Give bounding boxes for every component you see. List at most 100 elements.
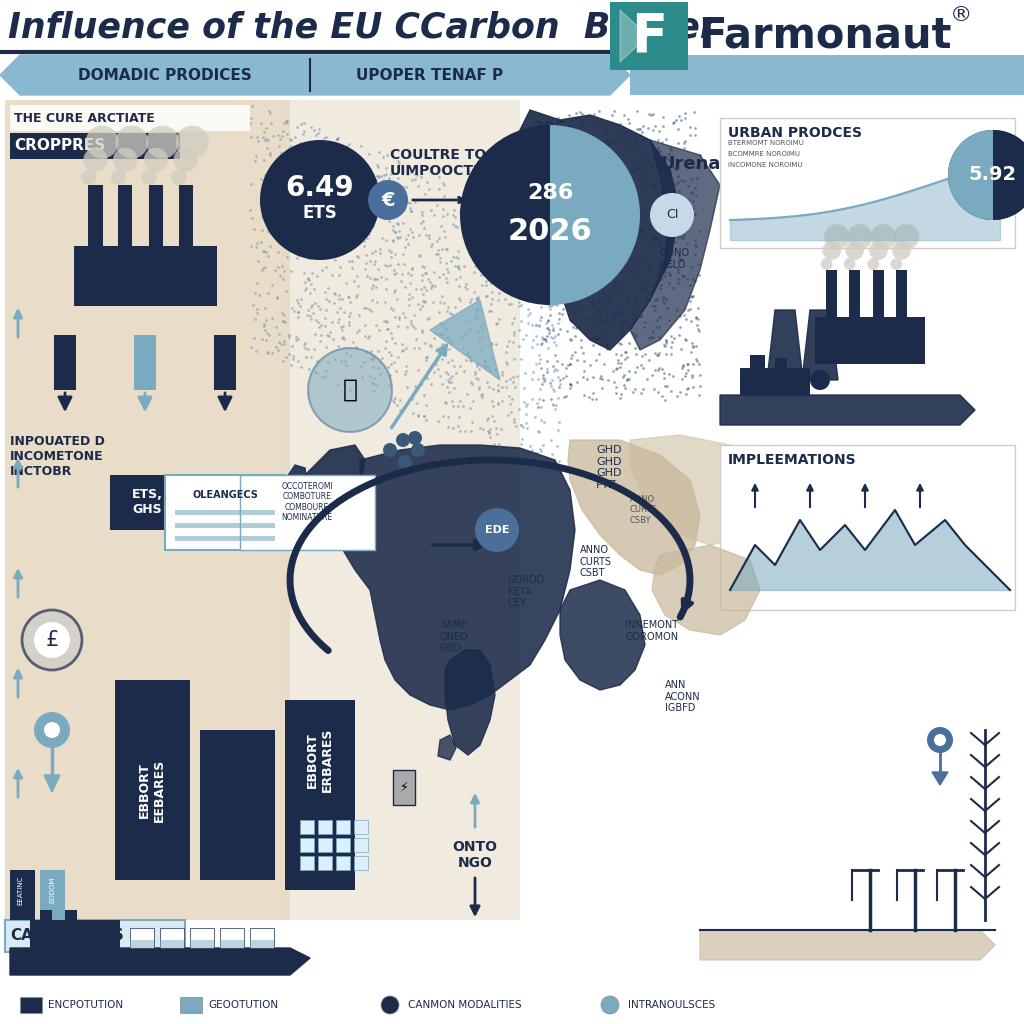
Point bbox=[641, 285, 657, 301]
Point bbox=[258, 120, 274, 136]
Point bbox=[483, 268, 500, 285]
Point bbox=[386, 265, 402, 282]
Point bbox=[467, 257, 483, 273]
Point bbox=[610, 163, 627, 179]
Point bbox=[679, 207, 695, 223]
Point bbox=[297, 340, 313, 356]
Point bbox=[536, 141, 552, 158]
Text: ANNO
CURTS
CSBY: ANNO CURTS CSBY bbox=[630, 495, 657, 524]
Point bbox=[676, 216, 692, 232]
Point bbox=[629, 208, 645, 224]
Point bbox=[498, 379, 514, 395]
Point bbox=[316, 185, 333, 202]
Point bbox=[438, 322, 455, 338]
Text: EBBORT
EEBARES: EBBORT EEBARES bbox=[138, 759, 166, 821]
Point bbox=[687, 308, 703, 325]
Point bbox=[395, 305, 412, 322]
Point bbox=[551, 310, 567, 327]
Point bbox=[608, 385, 625, 401]
Point bbox=[531, 137, 548, 154]
Point bbox=[554, 194, 570, 210]
Point bbox=[542, 267, 558, 284]
Point bbox=[608, 345, 625, 361]
Point bbox=[536, 178, 552, 195]
Point bbox=[543, 286, 559, 302]
Point bbox=[511, 323, 527, 339]
Point bbox=[598, 120, 614, 136]
Point bbox=[583, 259, 599, 275]
Point bbox=[563, 332, 580, 348]
Point bbox=[559, 146, 575, 163]
Point bbox=[513, 290, 529, 306]
Point bbox=[659, 178, 676, 195]
Point bbox=[351, 322, 368, 338]
Point bbox=[290, 309, 306, 326]
Text: SAME
GNEO
GBO: SAME GNEO GBO bbox=[440, 620, 469, 653]
Point bbox=[315, 209, 332, 225]
Point bbox=[549, 362, 565, 379]
Point bbox=[324, 190, 340, 207]
Point bbox=[446, 299, 463, 315]
Point bbox=[349, 287, 366, 303]
Point bbox=[615, 164, 632, 180]
Point bbox=[475, 194, 492, 210]
Point bbox=[316, 284, 333, 300]
Point bbox=[488, 336, 505, 352]
Point bbox=[367, 253, 383, 269]
Point bbox=[366, 218, 382, 234]
Point bbox=[612, 336, 629, 352]
Point bbox=[676, 139, 692, 156]
Point bbox=[366, 376, 382, 392]
Circle shape bbox=[775, 370, 795, 390]
Point bbox=[683, 170, 699, 186]
Point bbox=[585, 337, 601, 353]
Point bbox=[386, 394, 402, 411]
Point bbox=[383, 355, 399, 372]
Point bbox=[473, 266, 489, 283]
Point bbox=[244, 210, 260, 226]
Point bbox=[379, 314, 395, 331]
Point bbox=[373, 168, 389, 184]
Text: ®: ® bbox=[950, 5, 973, 25]
Point bbox=[539, 284, 555, 300]
Point bbox=[484, 219, 501, 236]
Point bbox=[673, 171, 689, 187]
Point bbox=[582, 176, 598, 193]
Point bbox=[502, 372, 518, 388]
Point bbox=[538, 293, 554, 309]
Point bbox=[459, 281, 475, 297]
Point bbox=[678, 332, 694, 348]
Text: INCOMONE NOROIMU: INCOMONE NOROIMU bbox=[728, 162, 803, 168]
Point bbox=[506, 327, 522, 343]
Point bbox=[506, 351, 522, 368]
Bar bbox=[849, 270, 860, 316]
Point bbox=[537, 261, 553, 278]
Bar bbox=[30, 920, 120, 948]
Point bbox=[546, 283, 562, 299]
Point bbox=[573, 105, 590, 122]
Point bbox=[532, 267, 549, 284]
Point bbox=[331, 287, 347, 303]
Point bbox=[490, 382, 507, 398]
Point bbox=[657, 335, 674, 351]
Bar bbox=[750, 355, 765, 369]
Point bbox=[588, 331, 604, 347]
Point bbox=[409, 167, 425, 183]
Point bbox=[383, 166, 399, 182]
Point bbox=[474, 329, 490, 345]
Text: OCCOTEROMI
COMBOTURE
COMBOURE
NOMINATURE: OCCOTEROMI COMBOTURE COMBOURE NOMINATURE bbox=[282, 482, 333, 522]
Point bbox=[535, 162, 551, 178]
Bar bbox=[250, 940, 274, 948]
Point bbox=[253, 233, 269, 250]
Point bbox=[312, 317, 329, 334]
Point bbox=[660, 265, 677, 282]
Point bbox=[625, 325, 641, 341]
Point bbox=[691, 146, 708, 163]
Point bbox=[520, 315, 537, 332]
Point bbox=[610, 184, 627, 201]
Point bbox=[633, 307, 649, 324]
Point bbox=[382, 325, 398, 341]
Point bbox=[356, 328, 373, 344]
Point bbox=[598, 337, 614, 353]
Point bbox=[413, 282, 429, 298]
